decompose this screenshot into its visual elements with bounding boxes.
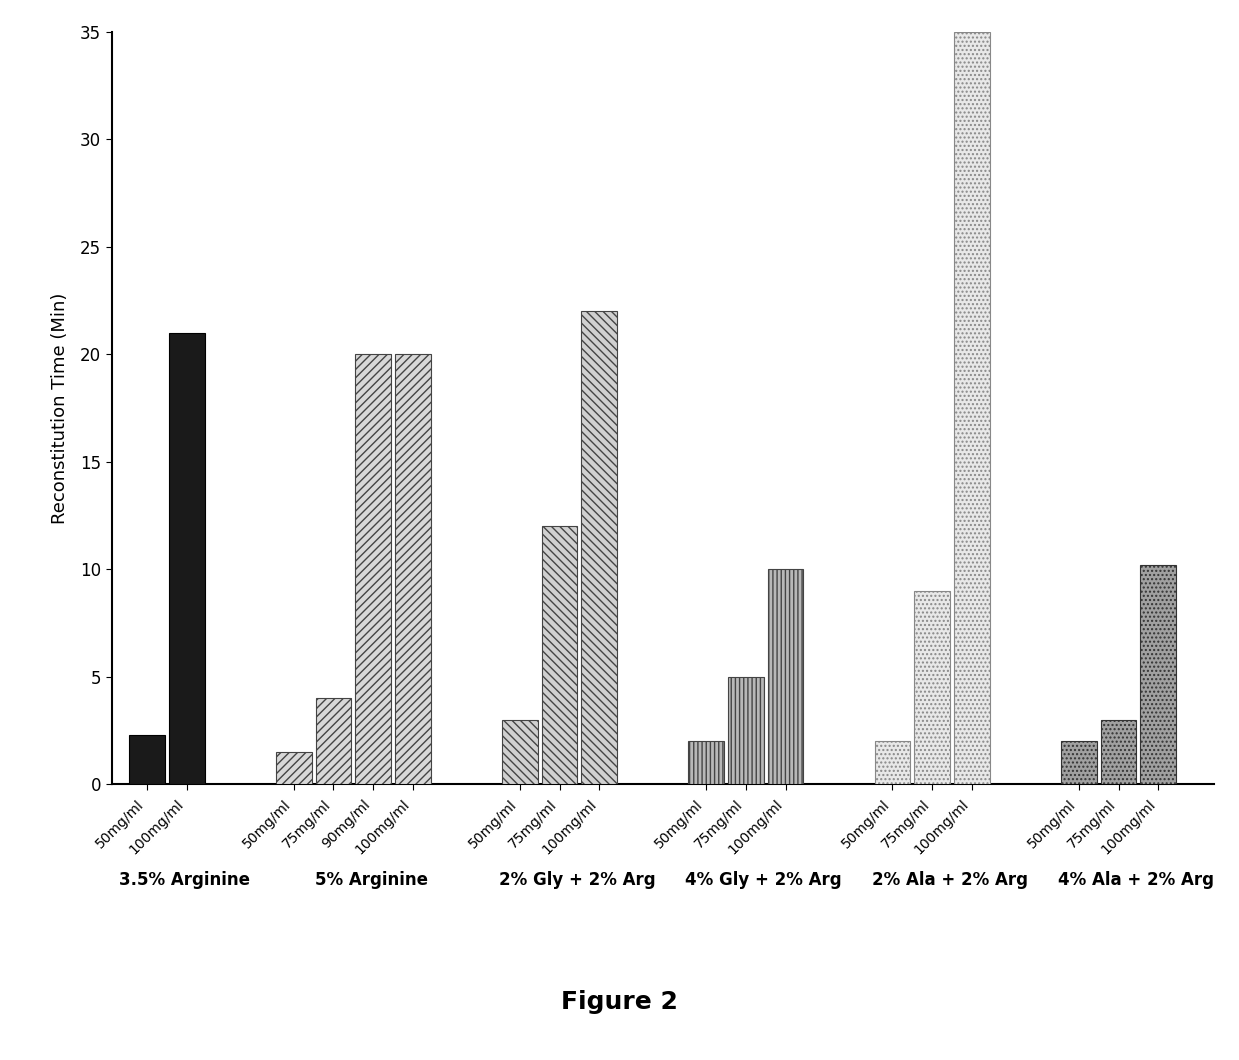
Text: Figure 2: Figure 2 <box>561 990 678 1013</box>
Bar <box>169 333 204 784</box>
Text: 4% Gly + 2% Arg: 4% Gly + 2% Arg <box>685 870 843 888</box>
Bar <box>395 354 431 784</box>
Bar <box>875 741 911 784</box>
Bar <box>316 699 352 784</box>
Bar <box>1140 565 1176 784</box>
Bar <box>1061 741 1097 784</box>
Bar <box>729 677 763 784</box>
Bar <box>914 590 950 784</box>
Text: 2% Ala + 2% Arg: 2% Ala + 2% Arg <box>872 870 1028 888</box>
Text: 2% Gly + 2% Arg: 2% Gly + 2% Arg <box>499 870 655 888</box>
Text: 3.5% Arginine: 3.5% Arginine <box>119 870 250 888</box>
Bar <box>954 32 990 784</box>
Bar <box>276 753 311 784</box>
Bar <box>356 354 392 784</box>
Text: 5% Arginine: 5% Arginine <box>315 870 427 888</box>
Bar <box>502 720 538 784</box>
Bar <box>768 569 803 784</box>
Y-axis label: Reconstitution Time (Min): Reconstitution Time (Min) <box>51 293 69 524</box>
Bar <box>541 527 577 784</box>
Bar <box>581 312 617 784</box>
Text: 4% Ala + 2% Arg: 4% Ala + 2% Arg <box>1058 870 1214 888</box>
Bar <box>689 741 724 784</box>
Bar <box>129 735 165 784</box>
Bar <box>1100 720 1136 784</box>
